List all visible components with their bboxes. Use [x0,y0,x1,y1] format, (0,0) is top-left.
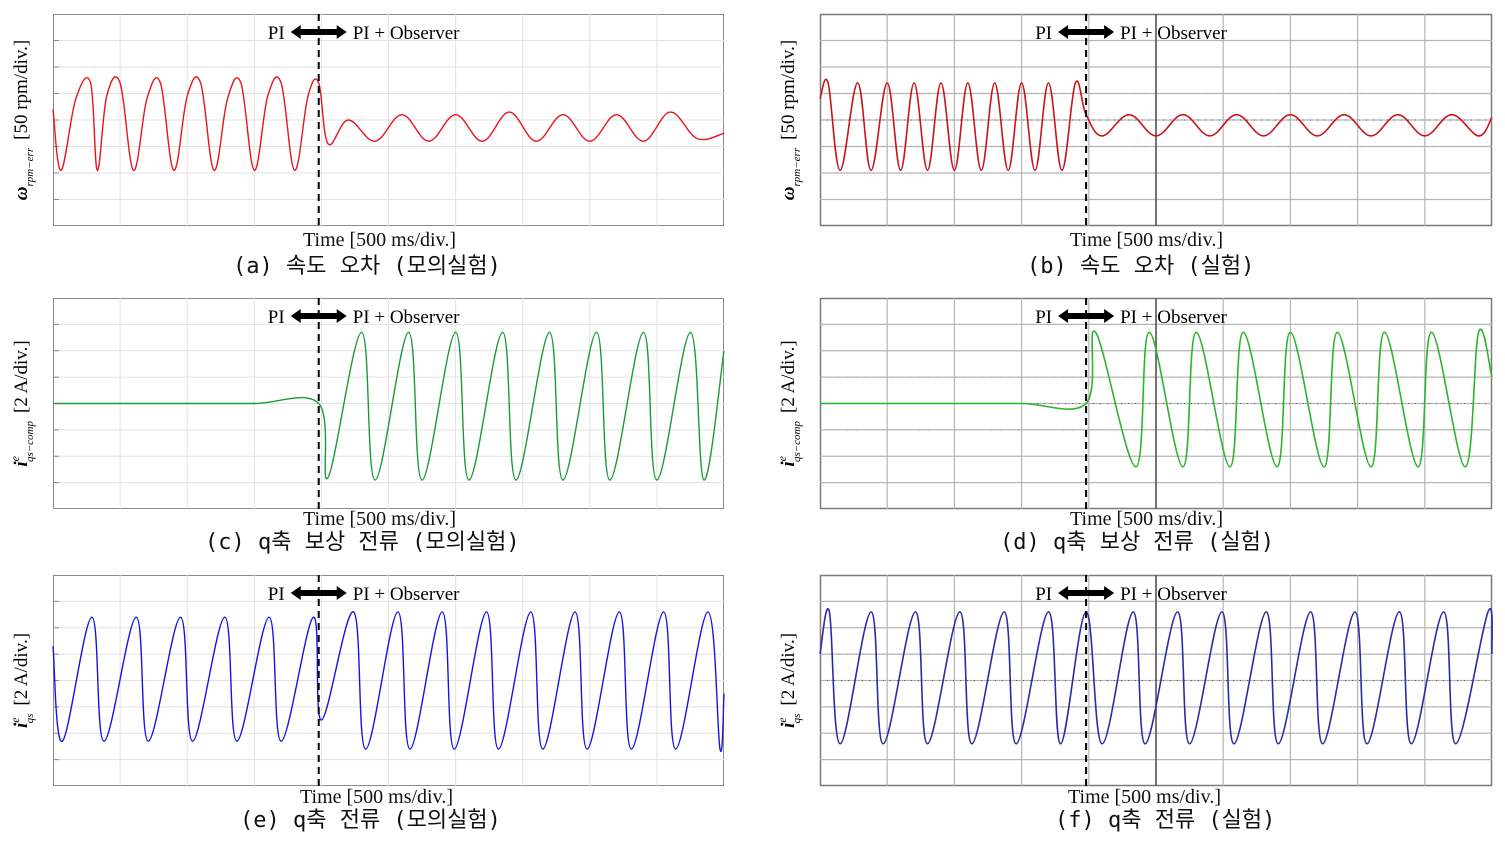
x-axis-label: Time [500 ms/div.] [1070,508,1223,530]
panel-c-chart: PI PI + Observer ie qs−comp[2 A/div.] [8,298,725,509]
panel-c-caption: (c) q축 보상 전류 (모의실험) [205,530,520,555]
y-axis-label: ie qs−comp[2 A/div.] [775,340,803,466]
signal-trace [819,328,1493,468]
pi-observer-label: PI + Observer [353,23,460,44]
double-arrow-icon [290,586,347,600]
double-arrow-icon [290,309,347,323]
signal-trace [52,331,725,481]
panel-b-chart: PI PI + Observer ωrpm−err[50 rpm/div.] [778,13,1493,227]
panel-d-chart: PI PI + Observer ie qs−comp[2 A/div.] [775,297,1493,510]
x-axis-label: Time [500 ms/div.] [1070,229,1223,251]
pi-label: PI [268,307,285,328]
x-axis-label: Time [500 ms/div.] [303,508,456,530]
y-axis-label: ie qs[2 A/div.] [8,633,36,728]
double-arrow-icon [290,25,347,39]
pi-observer-label: PI + Observer [1120,307,1227,328]
y-axis-label: ωrpm−err[50 rpm/div.] [778,40,803,200]
y-axis-label: ie qs[2 A/div.] [775,633,803,728]
panel-b-caption: (b) 속도 오차 (실험) [1027,254,1255,279]
pi-observer-label: PI + Observer [1120,23,1227,44]
pi-label: PI [268,23,285,44]
panel-a-caption: (a) 속도 오차 (모의실험) [233,254,501,279]
y-axis-label: ωrpm−err[50 rpm/div.] [11,40,36,200]
pi-label: PI [1035,23,1052,44]
signal-trace [819,608,1493,745]
signal-trace [819,78,1493,172]
pi-label: PI [268,584,285,605]
double-arrow-icon [1058,25,1115,39]
pi-label: PI [1035,307,1052,328]
double-arrow-icon [1058,309,1115,323]
double-arrow-icon [1058,586,1115,600]
x-axis-label: Time [500 ms/div.] [1068,786,1221,808]
x-axis-label: Time [500 ms/div.] [303,229,456,251]
panel-f-caption: (f) q축 전류 (실험) [1055,808,1276,833]
pi-label: PI [1035,584,1052,605]
pi-observer-label: PI + Observer [353,584,460,605]
panel-e-caption: (e) q축 전류 (모의실험) [240,808,501,833]
signal-trace [52,611,725,753]
panel-a-chart: PI PI + Observer ωrpm−err[50 rpm/div.] [11,14,725,226]
panel-d-caption: (d) q축 보상 전류 (실험) [1000,530,1275,555]
pi-observer-label: PI + Observer [1120,584,1227,605]
y-axis-label: ie qs−comp[2 A/div.] [8,340,36,466]
pi-observer-label: PI + Observer [353,307,460,328]
panel-f-chart: PI PI + Observer ie qs[2 A/div.] [775,574,1493,787]
panel-e-chart: PI PI + Observer ie qs[2 A/div.] [8,575,725,786]
x-axis-label: Time [500 ms/div.] [300,786,453,808]
signal-trace [52,76,725,172]
